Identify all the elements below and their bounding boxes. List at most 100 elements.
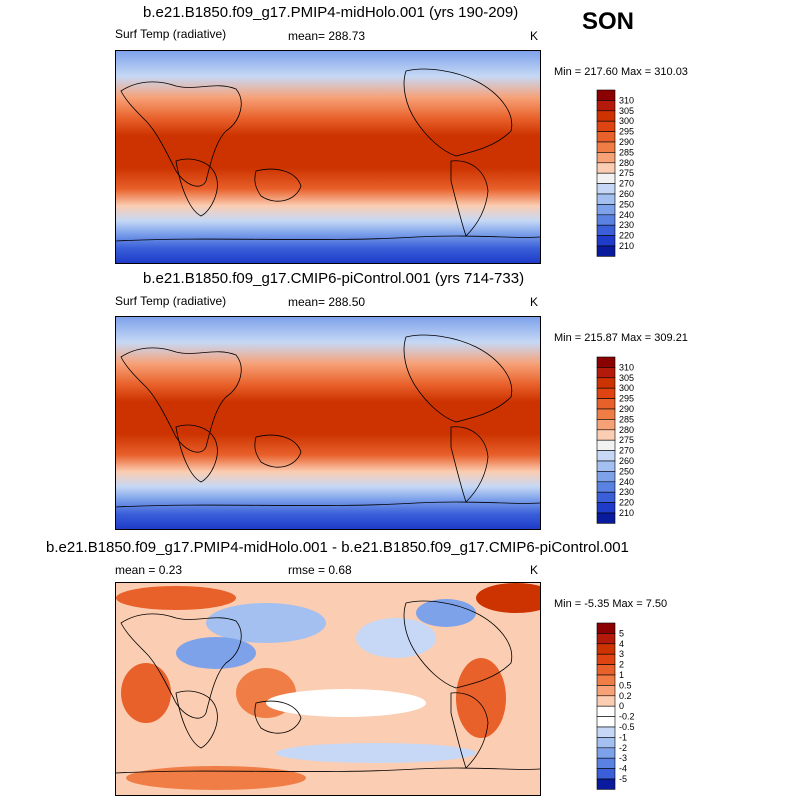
panel-1-colorbar-cell — [596, 204, 616, 216]
panel-2-colorbar-cell — [596, 481, 616, 493]
panel-3-colorbar-cell — [596, 633, 616, 645]
panel-3-colorbar-cell — [596, 726, 616, 738]
panel-3-colorbar-cell — [596, 653, 616, 665]
panel-2-colorbar-label: 275 — [619, 435, 634, 445]
panel-2-colorbar-label: 250 — [619, 466, 634, 476]
panel-2-colorbar-cell — [596, 460, 616, 472]
panel-1-colorbar-cell — [596, 183, 616, 195]
panel-2-colorbar-label: 260 — [619, 456, 634, 466]
panel-1-variable-label: Surf Temp (radiative) — [115, 27, 227, 41]
panel-3-minmax-label: Min = -5.35 Max = 7.50 — [554, 598, 668, 610]
panel-3-colorbar-label: -4 — [619, 764, 627, 774]
panel-2-colorbar-label: 290 — [619, 404, 634, 414]
panel-2-colorbar-cell — [596, 429, 616, 441]
panel-3-colorbar-cell — [596, 643, 616, 655]
panel-1-colorbar-cell — [596, 89, 616, 101]
panel-2-colorbar-label: 295 — [619, 394, 634, 404]
panel-3-colorbar-label: -1 — [619, 732, 627, 742]
panel-1-colorbar-label: 285 — [619, 147, 634, 157]
panel-1-colorbar-label: 275 — [619, 168, 634, 178]
panel-2-colorbar-label: 240 — [619, 477, 634, 487]
panel-3-colorbar-label: 1 — [619, 670, 624, 680]
panel-3-colorbar-label: -0.2 — [619, 712, 635, 722]
panel-1-minmax-label: Min = 217.60 Max = 310.03 — [554, 66, 688, 78]
panel-2-colorbar-cell — [596, 491, 616, 503]
panel-2-colorbar-cell — [596, 356, 616, 368]
panel-3-colorbar-label: 0.2 — [619, 691, 632, 701]
panel-3-units-label: K — [530, 563, 539, 577]
panel-1-colorbar-cell — [596, 141, 616, 153]
panel-1-colorbar-label: 260 — [619, 189, 634, 199]
panel-2-title: b.e21.B1850.f09_g17.CMIP6-piControl.001 … — [143, 270, 525, 287]
panel-2-map — [115, 316, 541, 530]
panel-1-map-plot — [116, 51, 540, 263]
panel-1-colorbar-label: 300 — [619, 116, 634, 126]
panel-2-colorbar-label: 285 — [619, 414, 634, 424]
panel-1-colorbar-cell — [596, 172, 616, 184]
panel-1-colorbar-cell — [596, 110, 616, 122]
panel-3-colorbar-label: -3 — [619, 753, 627, 763]
panel-3-colorbar-cell — [596, 664, 616, 676]
panel-3-colorbar-label: -5 — [619, 774, 627, 784]
panel-1-colorbar-cell — [596, 193, 616, 205]
panel-1-colorbar-cell — [596, 162, 616, 174]
panel-1-colorbar-label: 210 — [619, 241, 634, 251]
panel-1-colorbar-label: 280 — [619, 158, 634, 168]
panel-3-colorbar-label: 3 — [619, 649, 624, 659]
panel-3-title: b.e21.B1850.f09_g17.PMIP4-midHolo.001 - … — [46, 539, 629, 556]
panel-3-colorbar-label: 5 — [619, 628, 624, 638]
panel-1-colorbar-cell — [596, 100, 616, 112]
panel-2-colorbar-label: 270 — [619, 446, 634, 456]
panel-1-colorbar-cell — [596, 245, 616, 257]
panel-3-colorbar-cell — [596, 737, 616, 749]
panel-2-colorbar-cell — [596, 471, 616, 483]
panel-1-colorbar-cell — [596, 120, 616, 132]
panel-2-colorbar-cell — [596, 387, 616, 399]
panel-1-title: b.e21.B1850.f09_g17.PMIP4-midHolo.001 (y… — [143, 4, 519, 21]
panel-1-colorbar-label: 250 — [619, 199, 634, 209]
panel-1-units-label: K — [530, 29, 539, 43]
panel-1-colorbar-label: 305 — [619, 106, 634, 116]
panel-2-minmax-label: Min = 215.87 Max = 309.21 — [554, 332, 688, 344]
panel-2-colorbar-label: 220 — [619, 498, 634, 508]
panel-3-colorbar-cell — [596, 622, 616, 634]
panel-1-colorbar-label: 230 — [619, 220, 634, 230]
panel-2-map-plot — [116, 317, 540, 529]
panel-2-colorbar-label: 310 — [619, 362, 634, 372]
panel-3-colorbar-label: 0.5 — [619, 680, 632, 690]
panel-3-colorbar-label: 4 — [619, 639, 624, 649]
panel-2-mean-label: mean= 288.50 — [288, 295, 366, 309]
panel-2-colorbar-label: 300 — [619, 383, 634, 393]
panel-3-mean-label: mean = 0.23 — [115, 563, 183, 577]
panel-2-colorbar-cell — [596, 377, 616, 389]
panel-3-rmse-label: rmse = 0.68 — [288, 563, 352, 577]
panel-3-colorbar-label: 0 — [619, 701, 624, 711]
panel-1-colorbar-label: 290 — [619, 137, 634, 147]
panel-1-colorbar-cell — [596, 214, 616, 226]
panel-3-colorbar-cell — [596, 674, 616, 686]
panel-3-colorbar-cell — [596, 757, 616, 769]
panel-3-anomaly-patches — [116, 583, 540, 790]
panel-3-colorbar-cell — [596, 716, 616, 728]
panel-2-variable-label: Surf Temp (radiative) — [115, 294, 227, 308]
panel-3-colorbar-label: -2 — [619, 743, 627, 753]
panel-2-colorbar-cell — [596, 367, 616, 379]
panel-3-map — [115, 582, 541, 796]
panel-3-colorbar-cell — [596, 768, 616, 780]
panel-1-colorbar-label: 270 — [619, 179, 634, 189]
season-label: SON — [582, 8, 635, 35]
panel-1-colorbar-label: 310 — [619, 95, 634, 105]
panel-1-colorbar-cell — [596, 224, 616, 236]
panel-3-colorbar-cell — [596, 778, 616, 790]
panel-1-colorbar-label: 240 — [619, 210, 634, 220]
panel-3-colorbar-cell — [596, 695, 616, 707]
panel-2-colorbar-cell — [596, 398, 616, 410]
panel-1-colorbar-label: 295 — [619, 127, 634, 137]
panel-2-colorbar-cell — [596, 419, 616, 431]
panel-2-colorbar-cell — [596, 439, 616, 451]
panel-1-mean-label: mean= 288.73 — [288, 29, 366, 43]
panel-2-units-label: K — [530, 295, 539, 309]
panel-3-colorbar-cell — [596, 747, 616, 759]
panel-2-colorbar-label: 305 — [619, 373, 634, 383]
panel-1-colorbar-cell — [596, 131, 616, 143]
